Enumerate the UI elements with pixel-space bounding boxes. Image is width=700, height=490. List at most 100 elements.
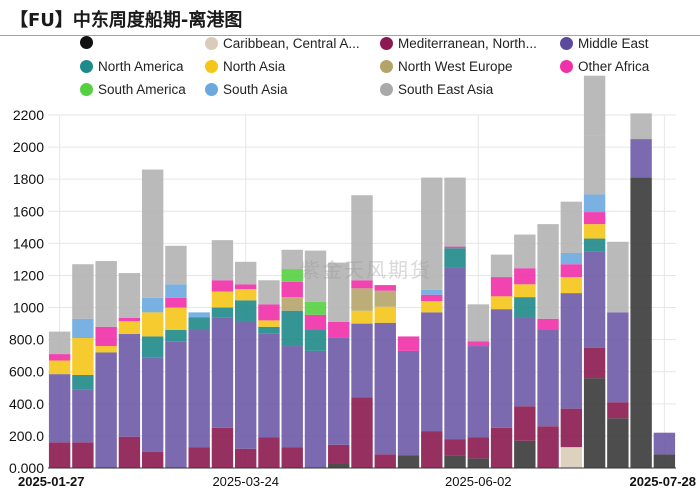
bar-segment (607, 402, 629, 419)
bar-segment (211, 291, 234, 308)
bar-segment (328, 337, 350, 445)
legend-swatch (560, 60, 573, 73)
bar-segment (141, 336, 164, 358)
legend-item: South America (80, 82, 186, 97)
legend-swatch (80, 36, 93, 49)
bar-segment (141, 357, 164, 452)
bar-segment (583, 194, 606, 213)
bars-group (48, 75, 676, 468)
bar-segment (583, 378, 606, 468)
bar-segment (211, 280, 234, 292)
bar-segment (95, 346, 117, 353)
x-tick-label: 2025-01-27 (18, 474, 85, 489)
bar-segment (421, 294, 443, 302)
legend-item: North Asia (205, 59, 285, 74)
y-tick-label: 400.0 (9, 396, 44, 412)
legend-label: South Asia (223, 82, 288, 97)
bar-segment (560, 447, 583, 468)
bar-segment (235, 321, 257, 449)
y-tick-label: 2200 (13, 107, 44, 123)
bar-segment (304, 301, 327, 315)
bar-segment (351, 280, 373, 289)
bar-segment (235, 448, 257, 468)
bar-segment (328, 463, 350, 468)
bar-segment (583, 238, 606, 252)
legend-swatch (380, 60, 393, 73)
bar-segment (514, 297, 536, 318)
legend-item: Caribbean, Central A... (205, 36, 360, 51)
bar-segment (258, 437, 280, 468)
bar-segment (374, 306, 396, 323)
bar-segment (328, 262, 350, 322)
bar-segment (72, 318, 94, 339)
bar-segment (467, 346, 489, 438)
axes-group: 0.000 200.0 400.0 600.0 800.0 1000 1200 1400 160… (9, 107, 696, 489)
bar-segment (72, 264, 94, 319)
bar-segment (560, 252, 583, 265)
bar-segment (165, 284, 187, 298)
bar-segment (304, 314, 327, 331)
bar-segment (351, 323, 373, 398)
bar-segment (165, 245, 187, 285)
bar-segment (351, 288, 373, 311)
bar-segment (281, 281, 303, 298)
bar-segment (141, 312, 164, 337)
legend-label: South America (98, 82, 186, 97)
bar-segment (95, 261, 117, 327)
bar-segment (467, 304, 489, 342)
bar-segment (72, 338, 94, 375)
bar-segment (281, 346, 303, 448)
bar-segment (351, 397, 373, 468)
bar-segment (607, 418, 629, 468)
bar-segment (48, 442, 71, 468)
bar-segment (537, 224, 559, 319)
bar-segment (188, 447, 210, 468)
bar-segment (258, 326, 280, 334)
bar-segment (397, 455, 420, 468)
bar-segment (48, 374, 71, 443)
y-tick-label: 800.0 (9, 332, 44, 348)
bar-segment (467, 341, 489, 347)
y-tick-label: 2000 (13, 139, 44, 155)
bar-segment (211, 317, 234, 428)
bar-segment (653, 454, 676, 468)
y-tick-label: 600.0 (9, 364, 44, 380)
bar-segment (72, 374, 94, 390)
bar-segment (48, 354, 71, 361)
bar-segment (165, 307, 187, 331)
bar-segment (583, 212, 606, 225)
bar-segment (188, 312, 210, 318)
bar-segment (118, 334, 141, 437)
bar-segment (514, 440, 536, 468)
bar-segment (48, 331, 71, 355)
bar-segment (444, 267, 466, 440)
legend-swatch (205, 83, 218, 96)
bar-segment (583, 135, 606, 195)
bar-segment (211, 240, 234, 281)
bar-segment (235, 284, 257, 290)
bar-segment (258, 320, 280, 327)
bar-segment (328, 321, 350, 338)
bar-segment (421, 301, 443, 313)
bar-segment (258, 280, 280, 305)
legend-swatch (80, 83, 93, 96)
legend-item: Mediterranean, North... (380, 36, 537, 51)
bar-segment (630, 139, 652, 178)
bar-segment (444, 246, 466, 249)
bar-segment (467, 458, 489, 468)
bar-segment (281, 269, 303, 282)
bar-segment (514, 234, 536, 269)
x-tick-label: 2025-06-02 (445, 474, 512, 489)
legend-swatch (560, 37, 573, 50)
legend-item: South East Asia (380, 82, 493, 97)
y-tick-label: 1600 (13, 203, 44, 219)
bar-segment (421, 289, 443, 295)
bar-segment (607, 312, 629, 403)
bar-segment (421, 312, 443, 432)
bar-segment (281, 297, 303, 311)
legend-item: North West Europe (380, 59, 513, 74)
y-tick-label: 200.0 (9, 428, 44, 444)
bar-segment (444, 248, 466, 268)
bar-segment (188, 317, 210, 331)
